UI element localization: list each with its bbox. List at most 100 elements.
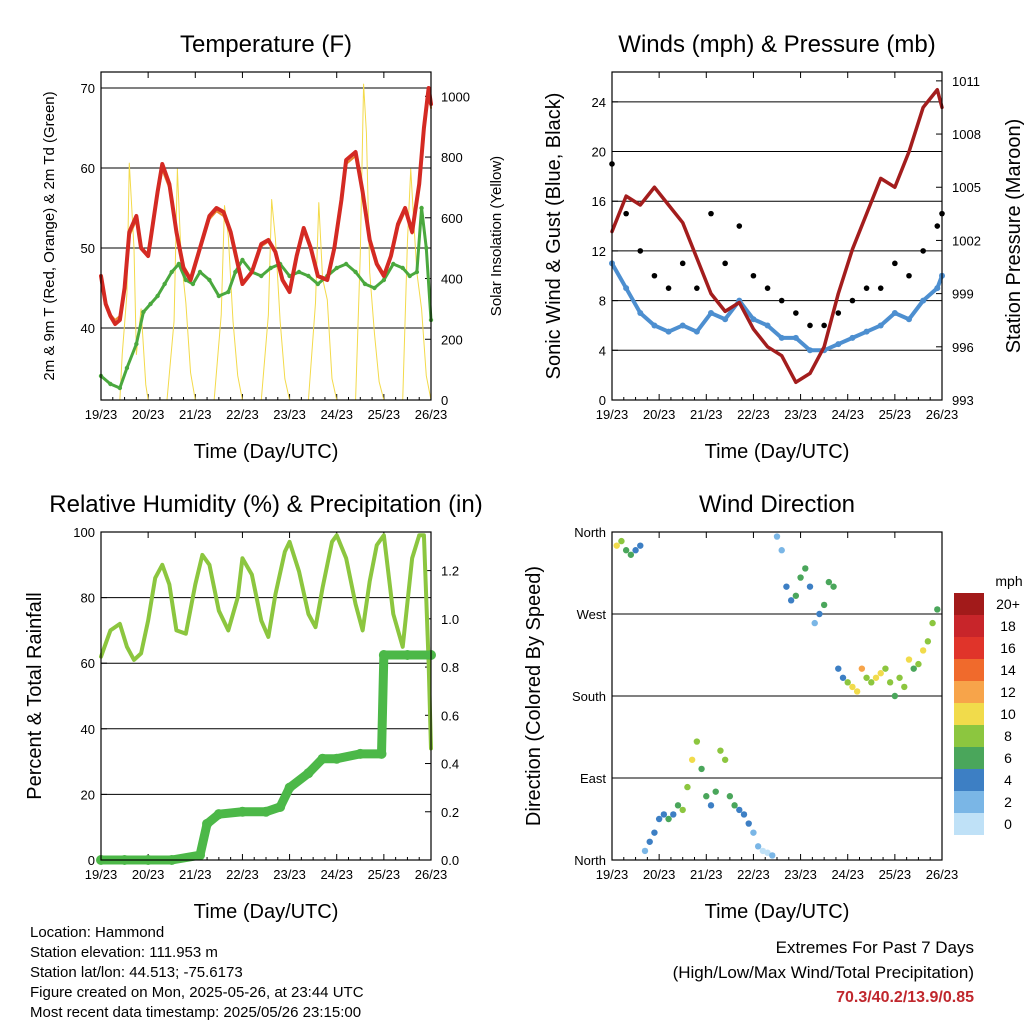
y-axis-label: 2m & 9m T (Red, Orange) & 2m Td (Green) [41,91,58,380]
y-tick-label: 20 [81,787,95,802]
y-tick-label: 100 [73,525,95,540]
y2-axis-label: Station Pressure (Maroon) [1003,119,1024,354]
data-point-wind-direction [910,665,917,672]
data-point-sonic-wind [651,322,658,329]
y2-tick-label: 0.8 [441,660,459,675]
data-point-wind-direction [816,610,823,618]
y2-axis-label: Solar Insolation (Yellow) [488,156,505,316]
y2-tick-label: 0.2 [441,805,459,820]
data-point-dewpoint [162,281,167,287]
data-point-gust [651,272,658,279]
y2-tick-label: 1008 [952,127,981,142]
y-tick-label: 50 [81,241,95,256]
data-point-sonic-wind [807,347,813,354]
data-point-gust [764,285,771,291]
data-point-dewpoint [353,269,358,275]
data-point-wind-direction [835,665,842,672]
x-tick-label: 26/23 [415,407,448,422]
y-tick-label: 16 [592,194,606,209]
y-tick-label: 4 [599,343,606,358]
station-location: Location: Hammond [30,924,165,941]
data-point-precipitation [378,650,389,660]
y-tick-label: 80 [81,591,95,606]
data-point-dewpoint [381,277,387,283]
data-point-precipitation [275,801,286,812]
data-point-sonic-wind [877,322,884,329]
series-line-sonic-wind [610,261,944,353]
data-point-gust [694,285,700,291]
y-tick-label: South [572,689,606,704]
data-point-wind-direction [764,849,771,856]
x-tick-label: 24/23 [831,407,864,422]
data-point-precipitation [261,806,271,817]
colorbar-level-label: 16 [1000,640,1016,656]
data-point-wind-direction [646,838,653,845]
data-point-dewpoint [362,281,368,287]
data-point-wind-direction [754,843,762,850]
colorbar-swatch [954,681,984,703]
colorbar-level-label: 6 [1004,750,1012,766]
y2-tick-label: 1.2 [441,564,459,579]
data-point-wind-direction [882,665,889,672]
chart-title-humidity: Relative Humidity (%) & Precipitation (i… [49,491,482,518]
y2-tick-label: 1011 [952,74,980,89]
y-tick-label: West [577,607,607,622]
plot-frame [611,71,943,401]
data-point-wind-direction [679,806,686,814]
data-point-precipitation [331,753,342,764]
data-point-wind-direction [792,592,800,599]
y-tick-label: 0 [88,853,95,868]
colorbar-swatch [954,769,984,791]
data-point-dewpoint [190,281,196,287]
data-point-wind-direction [740,811,748,818]
data-point-gust [679,260,686,267]
y2-tick-label: 0 [441,393,448,408]
x-tick-label: 20/23 [132,407,165,422]
data-point-wind-direction [622,547,630,554]
data-point-wind-direction [787,597,795,604]
x-tick-label: 25/23 [879,867,912,882]
data-point-wind-direction [806,583,814,590]
data-point-wind-direction [825,578,833,586]
x-tick-label: 21/23 [690,867,723,882]
colorbar-level-label: 4 [1004,772,1012,788]
x-axis-label: Time (Day/UTC) [705,441,850,463]
data-point-sonic-wind [693,328,700,335]
data-point-dewpoint [315,281,321,287]
data-point-wind-direction [670,811,677,818]
data-point-gust [637,248,644,254]
y-axis-label: Sonic Wind & Gust (Blue, Black) [543,93,565,380]
data-point-sonic-wind [863,328,870,335]
y2-tick-label: 993 [952,393,974,408]
data-point-gust [863,285,870,291]
data-point-sonic-wind [906,316,912,323]
data-point-wind-direction [868,679,875,686]
data-point-wind-direction [872,674,880,681]
data-point-dewpoint [124,365,130,371]
data-point-wind-direction [651,829,658,836]
extremes-subtitle: (High/Low/Max Wind/Total Precipitation) [672,963,974,982]
colorbar-level-label: 8 [1004,728,1012,744]
data-point-wind-direction [717,747,724,754]
x-axis-label: Time (Day/UTC) [705,901,850,923]
data-point-wind-direction [688,756,696,763]
data-point-wind-direction [707,802,715,809]
data-point-gust [665,285,672,291]
y2-tick-label: 1005 [952,180,981,195]
series-line-2m-temperature [99,86,433,326]
series-line-9m-temperature [100,91,432,321]
plot-frame [100,531,432,861]
x-tick-label: 20/23 [643,407,676,422]
station-info: Location: Hammond Station elevation: 111… [30,923,364,1023]
y-tick-label: 12 [592,244,606,259]
x-tick-label: 21/23 [690,407,723,422]
x-tick-label: 24/23 [320,407,353,422]
data-point-sonic-wind [920,297,927,304]
x-tick-label: 25/23 [368,407,401,422]
data-point-sonic-wind [679,322,686,329]
data-point-wind-direction [863,674,870,681]
y-axis-label: Percent & Total Rainfall [24,592,46,800]
data-point-wind-direction [844,679,851,686]
y2-tick-label: 800 [441,150,463,165]
data-point-dewpoint [216,293,222,299]
